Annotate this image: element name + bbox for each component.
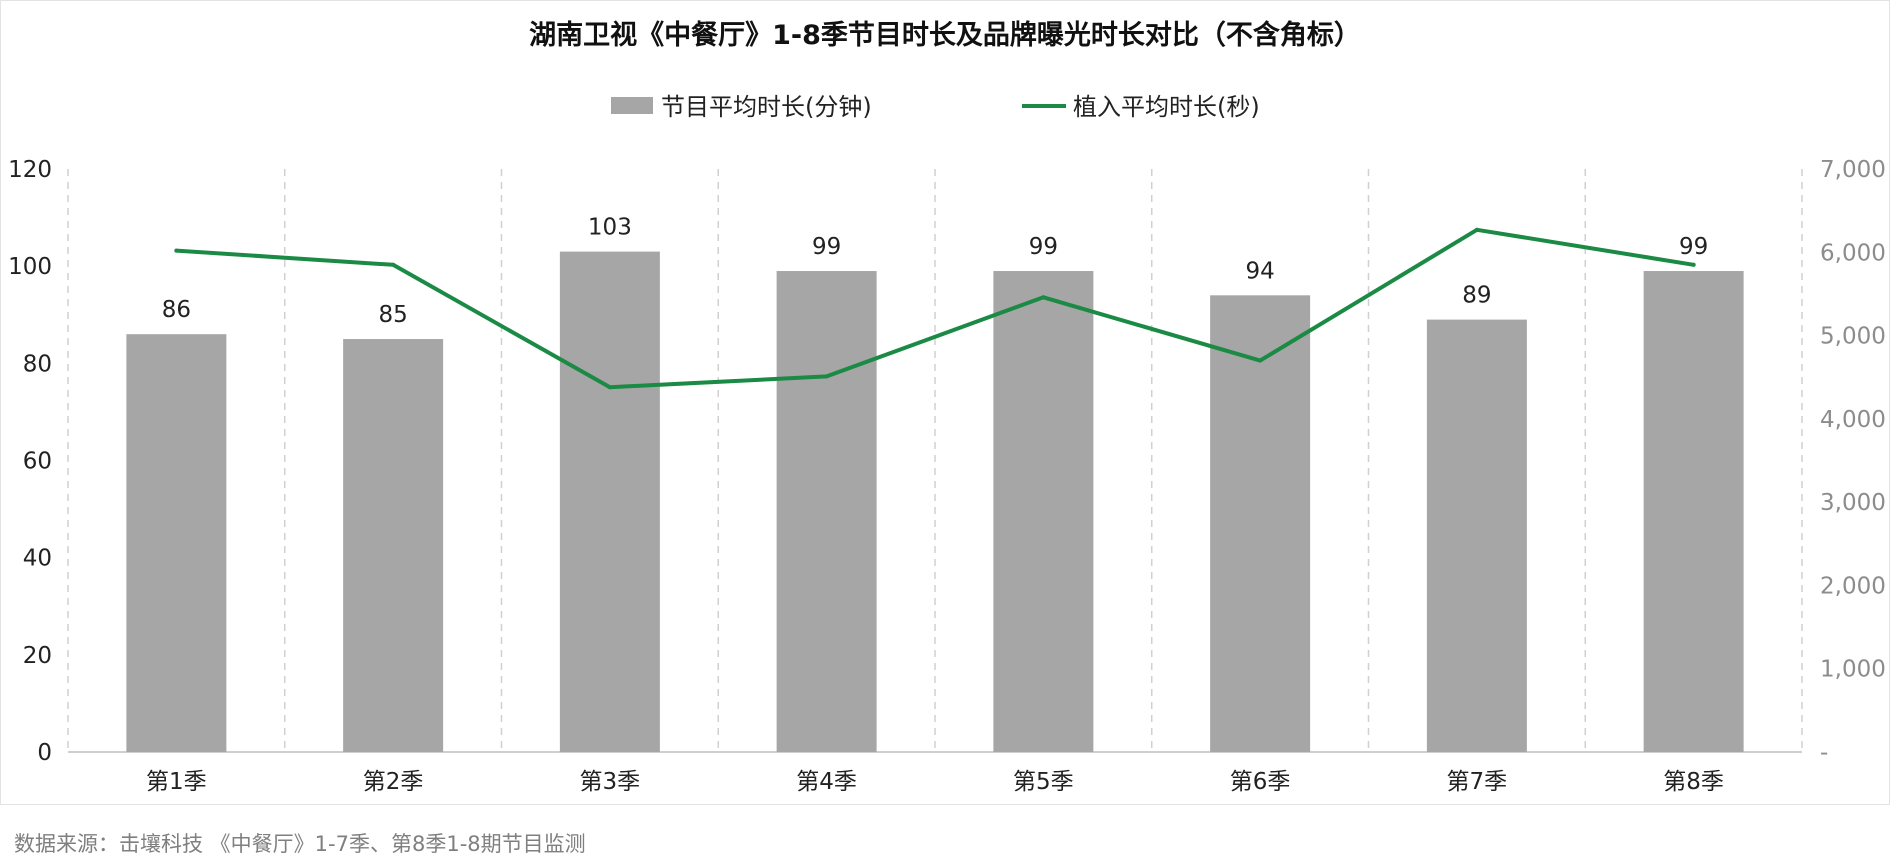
y-right-tick-label: 1,000 xyxy=(1820,657,1886,683)
y-right-tick-label: 6,000 xyxy=(1820,240,1886,266)
bar xyxy=(993,271,1094,752)
x-tick-label: 第7季 xyxy=(1447,769,1508,795)
line-point xyxy=(1258,358,1263,363)
bar xyxy=(343,339,444,752)
bar-data-label: 99 xyxy=(1679,234,1708,260)
bar xyxy=(126,334,227,752)
line-point xyxy=(607,385,612,390)
source-note: 数据来源：击壤科技 《中餐厅》1-7季、第8季1-8期节目监测 xyxy=(14,832,586,856)
y-right-tick-label: 7,000 xyxy=(1820,157,1886,183)
y-left-tick-label: 0 xyxy=(37,740,52,766)
line-point xyxy=(391,262,396,267)
y-left-tick-label: 20 xyxy=(23,643,52,669)
x-tick-label: 第5季 xyxy=(1013,769,1074,795)
x-tick-label: 第2季 xyxy=(363,769,424,795)
y-right-tick-label: - xyxy=(1820,740,1828,766)
y-left-tick-label: 80 xyxy=(23,351,52,377)
bar-data-label: 94 xyxy=(1245,258,1274,284)
y-right-tick-label: 3,000 xyxy=(1820,490,1886,516)
bar-data-label: 89 xyxy=(1462,283,1491,309)
chart-title: 湖南卫视《中餐厅》1-8季节目时长及品牌曝光时长对比（不含角标） xyxy=(529,19,1361,51)
legend-label-line: 植入平均时长(秒) xyxy=(1073,93,1260,121)
bar-data-label: 103 xyxy=(588,215,632,241)
line-point xyxy=(824,374,829,379)
line-point xyxy=(1041,295,1046,300)
y-left-tick-label: 100 xyxy=(8,254,52,280)
y-left-tick-label: 60 xyxy=(23,449,52,475)
x-tick-label: 第6季 xyxy=(1230,769,1291,795)
legend-swatch-bars xyxy=(611,97,653,114)
bar xyxy=(776,271,877,752)
bar xyxy=(559,251,660,752)
line-series xyxy=(174,227,1696,390)
y-left-tick-label: 40 xyxy=(23,546,52,572)
chart-frame xyxy=(0,0,1890,805)
y-left-tick-label: 120 xyxy=(8,157,52,183)
bar-data-label: 99 xyxy=(812,234,841,260)
line-point xyxy=(174,248,179,253)
line-point xyxy=(1474,227,1479,232)
x-tick-label: 第3季 xyxy=(580,769,641,795)
bar-data-label: 85 xyxy=(378,302,407,328)
y-right-tick-label: 4,000 xyxy=(1820,407,1886,433)
bar xyxy=(1643,271,1744,752)
bar xyxy=(1426,319,1527,752)
x-tick-label: 第4季 xyxy=(796,769,857,795)
legend-label-bars: 节目平均时长(分钟) xyxy=(661,93,872,121)
bar-data-label: 86 xyxy=(162,297,191,323)
y-right-tick-label: 2,000 xyxy=(1820,573,1886,599)
bar-data-label: 99 xyxy=(1029,234,1058,260)
bar xyxy=(1210,295,1311,752)
line-point xyxy=(1691,262,1696,267)
y-right-tick-label: 5,000 xyxy=(1820,324,1886,350)
x-tick-label: 第1季 xyxy=(146,769,207,795)
x-tick-label: 第8季 xyxy=(1663,769,1724,795)
